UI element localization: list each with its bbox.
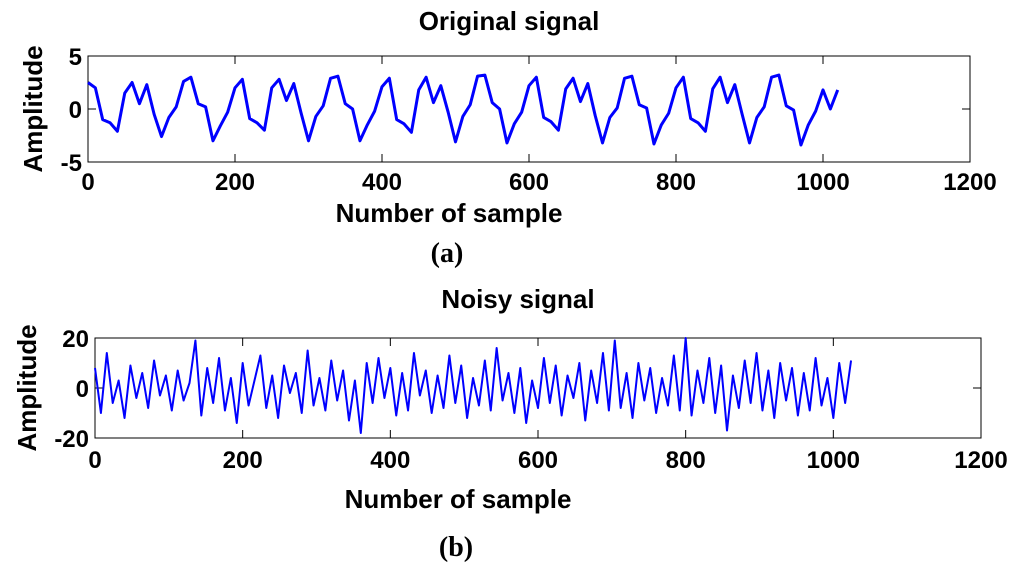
x-tick-label: 800 xyxy=(656,169,696,196)
x-tick-label: 600 xyxy=(518,447,558,474)
series-line xyxy=(94,337,853,434)
x-tick-label: 0 xyxy=(81,169,94,196)
y-tick-label: 0 xyxy=(69,97,82,124)
plot-frame xyxy=(87,55,971,163)
y-tick-label: -5 xyxy=(61,150,82,177)
x-tick-label: 1000 xyxy=(796,169,849,196)
x-tick-label: 400 xyxy=(370,447,410,474)
figure-caption: (a) xyxy=(431,238,464,269)
x-tick-label: 200 xyxy=(215,169,255,196)
x-tick-label: 0 xyxy=(88,447,101,474)
chart-title: Original signal xyxy=(419,6,600,36)
x-tick-label: 600 xyxy=(509,169,549,196)
y-tick-label: 5 xyxy=(69,44,82,71)
chart-title: Noisy signal xyxy=(441,284,594,314)
x-tick-label: 200 xyxy=(223,447,263,474)
x-tick-label: 400 xyxy=(362,169,402,196)
x-axis-label: Number of sample xyxy=(336,198,563,228)
series-line xyxy=(87,73,840,147)
x-tick-label: 1000 xyxy=(807,447,860,474)
x-axis-label: Number of sample xyxy=(345,484,572,514)
y-axis-label: Amplitude xyxy=(18,45,48,172)
y-tick-label: 20 xyxy=(62,326,89,353)
x-tick-label: 1200 xyxy=(954,447,1007,474)
figure-caption: (b) xyxy=(439,532,473,563)
x-tick-label: 800 xyxy=(666,447,706,474)
y-tick-label: 0 xyxy=(76,376,89,403)
x-tick-label: 1200 xyxy=(943,169,996,196)
y-axis-label: Amplitude xyxy=(12,324,42,451)
y-tick-label: -20 xyxy=(54,426,89,453)
